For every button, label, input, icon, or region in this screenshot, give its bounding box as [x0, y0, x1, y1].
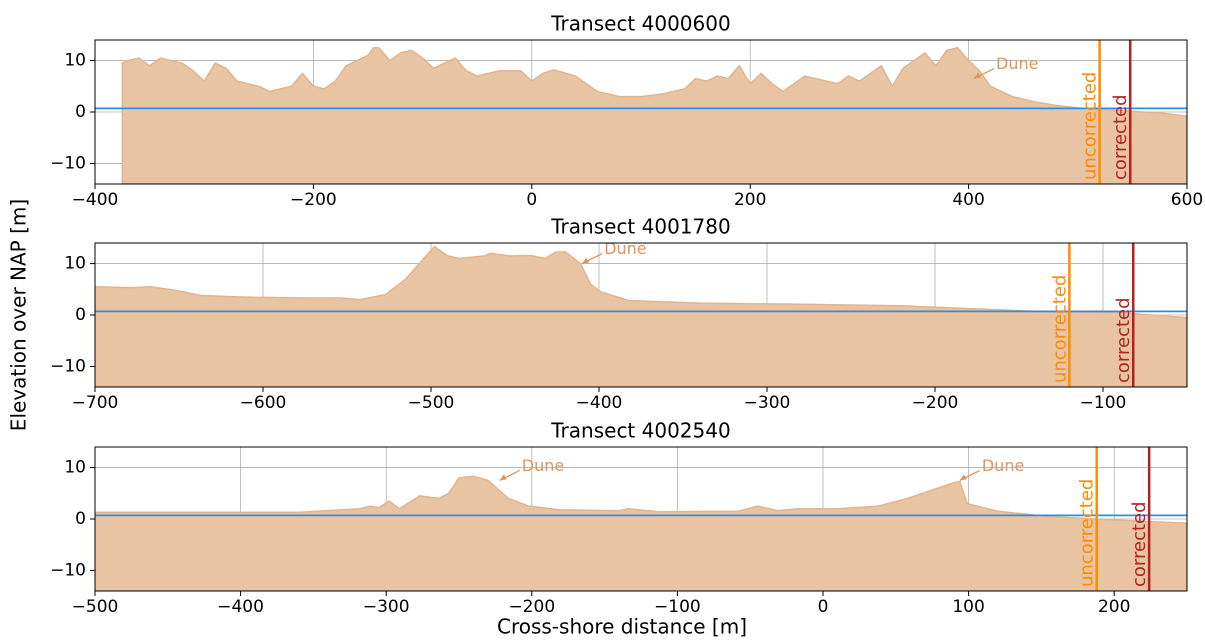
shoreline-label: corrected: [1129, 501, 1150, 587]
x-tick-label: −700: [72, 393, 119, 413]
elevation-area: [95, 475, 1187, 591]
y-tick-label: −10: [50, 153, 86, 173]
y-tick-label: −10: [50, 560, 86, 580]
x-tick-label: −100: [1080, 393, 1127, 413]
x-tick-label: −200: [290, 190, 337, 210]
annotation-label: Dune: [996, 54, 1038, 73]
axes-frame: [94, 242, 1188, 388]
annotation-arrowhead: [974, 72, 982, 79]
annotation-label: Dune: [522, 456, 564, 475]
subplot-title: Transect 4002540: [550, 419, 730, 443]
y-tick-label: 0: [75, 102, 86, 122]
x-tick-label: −500: [408, 393, 455, 413]
shoreline-label: uncorrected: [1049, 275, 1070, 383]
x-tick-label: −400: [576, 393, 623, 413]
subplot-title: Transect 4001780: [550, 215, 730, 239]
x-tick-label: −200: [912, 393, 959, 413]
subplot-title: Transect 4000600: [550, 12, 730, 36]
x-tick-label: −500: [72, 597, 119, 617]
y-tick-label: 10: [64, 254, 86, 274]
x-tick-label: 400: [952, 190, 984, 210]
x-tick-label: −100: [654, 597, 701, 617]
axes-frame: [94, 446, 1188, 592]
annotation-arrowhead: [582, 257, 590, 264]
y-tick-label: 0: [75, 305, 86, 325]
annotation-arrowhead: [499, 474, 507, 481]
x-tick-label: −300: [744, 393, 791, 413]
x-tick-label: 600: [1171, 190, 1203, 210]
y-axis-label: Elevation over NAP [m]: [7, 199, 31, 431]
y-tick-label: 0: [75, 509, 86, 529]
x-tick-label: −600: [240, 393, 287, 413]
x-tick-label: −400: [217, 597, 264, 617]
shoreline-label: uncorrected: [1080, 72, 1101, 180]
annotation-label: Dune: [604, 239, 646, 258]
x-tick-label: −200: [508, 597, 555, 617]
shoreline-label: corrected: [1113, 297, 1134, 383]
axes-frame: [94, 39, 1188, 185]
x-tick-label: 0: [526, 190, 537, 210]
x-axis-label: Cross-shore distance [m]: [497, 615, 747, 639]
shoreline-label: uncorrected: [1077, 479, 1098, 587]
x-tick-label: 0: [818, 597, 829, 617]
annotation-label: Dune: [982, 456, 1024, 475]
x-tick-label: 100: [952, 597, 984, 617]
y-tick-label: −10: [50, 356, 86, 376]
annotation-arrowhead: [959, 474, 967, 481]
shoreline-label: corrected: [1110, 94, 1131, 180]
elevation-area: [95, 245, 1187, 387]
x-tick-label: −400: [72, 190, 119, 210]
elevation-area: [121, 46, 1187, 184]
y-tick-label: 10: [64, 51, 86, 71]
x-tick-label: −300: [363, 597, 410, 617]
x-tick-label: 200: [734, 190, 766, 210]
y-tick-label: 10: [64, 458, 86, 478]
x-tick-label: 200: [1098, 597, 1130, 617]
